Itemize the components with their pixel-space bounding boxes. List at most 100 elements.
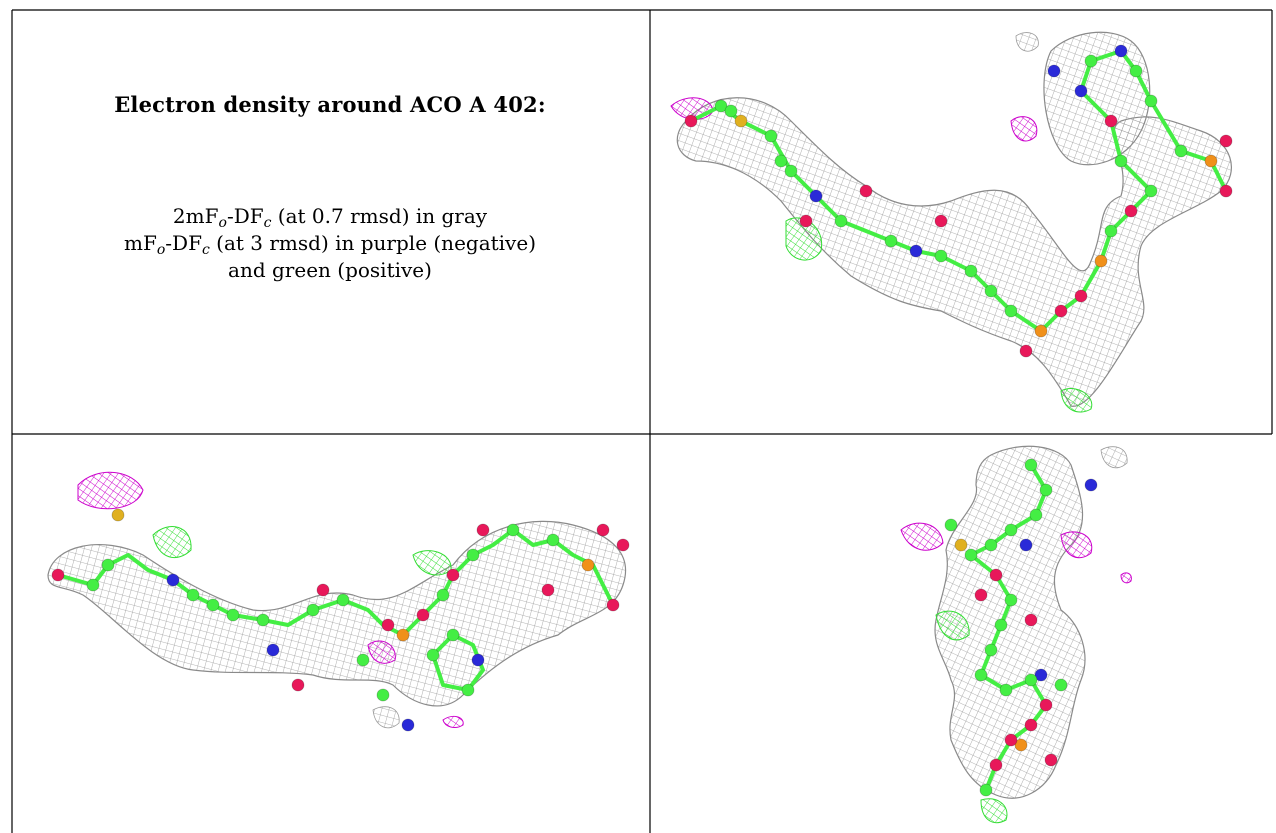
oxygen-atom: [974, 588, 988, 602]
oxygen-atom: [416, 608, 430, 622]
carbon-atom: [964, 548, 978, 562]
negative-density-blob: [1060, 531, 1093, 558]
nitrogen-atom: [809, 189, 823, 203]
carbon-atom: [784, 164, 798, 178]
density-view-3: [900, 445, 1132, 824]
nitrogen-atom: [266, 643, 280, 657]
carbon-atom: [336, 593, 350, 607]
carbon-atom: [1004, 523, 1018, 537]
oxygen-atom: [1074, 289, 1088, 303]
carbon-atom: [461, 683, 475, 697]
nitrogen-atom: [1019, 538, 1033, 552]
oxygen-atom: [381, 618, 395, 632]
carbon-atom: [506, 523, 520, 537]
carbon-atom: [356, 653, 370, 667]
carbon-atom: [1144, 94, 1158, 108]
carbon-atom: [1004, 593, 1018, 607]
oxygen-atom: [684, 114, 698, 128]
carbon-atom: [1024, 458, 1038, 472]
carbon-atom: [834, 214, 848, 228]
carbon-atom: [934, 249, 948, 263]
carbon-atom: [1114, 154, 1128, 168]
carbon-atom: [206, 598, 220, 612]
negative-density-blob: [900, 522, 944, 551]
oxygen-atom: [1039, 698, 1053, 712]
caption-line-fofc: mFo-DFc (at 3 rmsd) in purple (negative): [12, 230, 648, 257]
oxygen-atom: [1024, 718, 1038, 732]
phosphorus-atom: [581, 558, 595, 572]
carbon-atom: [944, 518, 958, 532]
term-df: -DF: [226, 204, 264, 228]
carbon-atom: [101, 558, 115, 572]
oxygen-atom: [799, 214, 813, 228]
density-mesh: [47, 520, 627, 707]
sub-o: o: [156, 242, 166, 258]
nitrogen-atom: [1047, 64, 1061, 78]
carbon-atom: [984, 284, 998, 298]
phosphorus-atom: [1094, 254, 1108, 268]
positive-density-blob: [1060, 388, 1093, 413]
nitrogen-atom: [1114, 44, 1128, 58]
sub-c: c: [201, 242, 210, 258]
oxygen-atom: [1219, 134, 1233, 148]
carbon-atom: [256, 613, 270, 627]
sulfur-atom: [111, 508, 125, 522]
term-df: -DF: [165, 231, 202, 255]
carbon-atom: [1039, 483, 1053, 497]
oxygen-atom: [1044, 753, 1058, 767]
oxygen-atom: [934, 214, 948, 228]
carbon-atom: [426, 648, 440, 662]
carbon-atom: [306, 603, 320, 617]
positive-density-blob: [152, 526, 192, 558]
oxygen-atom: [316, 583, 330, 597]
nitrogen-atom: [1074, 84, 1088, 98]
carbon-atom: [999, 683, 1013, 697]
caption-cell: Electron density around ACO A 402: 2mFo-…: [12, 92, 648, 284]
phosphorus-atom: [396, 628, 410, 642]
term-mf: mF: [124, 231, 157, 255]
positive-density-blob: [980, 798, 1008, 824]
density-mesh: [676, 97, 1232, 407]
phosphorus-atom: [1034, 324, 1048, 338]
oxygen-atom: [859, 184, 873, 198]
oxygen-atom: [1104, 114, 1118, 128]
gray-density-fragment: [1100, 446, 1128, 469]
carbon-atom: [1084, 54, 1098, 68]
oxygen-atom: [1004, 733, 1018, 747]
carbon-atom: [1174, 144, 1188, 158]
carbon-atom: [376, 688, 390, 702]
caption-line-positive: and green (positive): [228, 258, 432, 282]
carbon-atom: [1129, 64, 1143, 78]
sulfur-atom: [734, 114, 748, 128]
nitrogen-atom: [471, 653, 485, 667]
carbon-atom: [884, 234, 898, 248]
phosphorus-atom: [1204, 154, 1218, 168]
oxygen-atom: [989, 758, 1003, 772]
carbon-atom: [1054, 678, 1068, 692]
sub-o: o: [218, 215, 227, 231]
carbon-atom: [1004, 304, 1018, 318]
term-2mf: 2mF: [172, 204, 219, 228]
negative-density-blob: [367, 640, 396, 664]
carbon-atom: [724, 104, 738, 118]
carbon-atom: [984, 538, 998, 552]
oxygen-atom: [616, 538, 630, 552]
gray-density-fragment: [372, 706, 400, 729]
carbon-atom: [964, 264, 978, 278]
negative-density-blob: [442, 715, 464, 728]
carbon-atom: [86, 578, 100, 592]
oxygen-atom: [51, 568, 65, 582]
carbon-atom: [226, 608, 240, 622]
carbon-atom: [446, 628, 460, 642]
caption-line-2fofc: 2mFo-DFc (at 0.7 rmsd) in gray: [12, 203, 648, 230]
oxygen-atom: [476, 523, 490, 537]
sulfur-atom: [954, 538, 968, 552]
carbon-atom: [1144, 184, 1158, 198]
oxygen-atom: [1219, 184, 1233, 198]
oxygen-atom: [606, 598, 620, 612]
negative-density-blob: [77, 471, 144, 510]
negative-density-blob: [1010, 116, 1038, 142]
carbon-atom: [1104, 224, 1118, 238]
oxygen-atom: [291, 678, 305, 692]
nitrogen-atom: [1084, 478, 1098, 492]
